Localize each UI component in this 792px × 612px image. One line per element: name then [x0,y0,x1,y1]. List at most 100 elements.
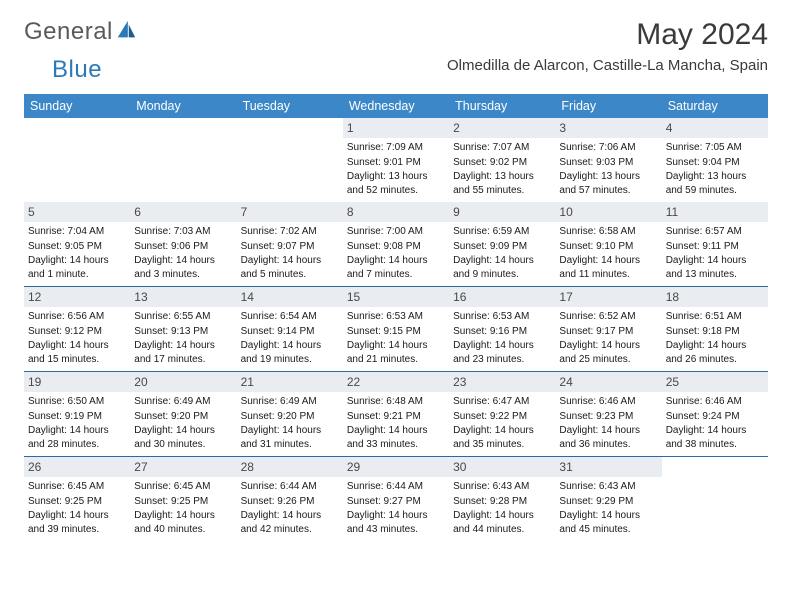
daylight-text: Daylight: 13 hours and 57 minutes. [559,170,657,197]
day-number: 1 [343,118,449,138]
daylight-text: Daylight: 14 hours and 25 minutes. [559,339,657,366]
sunrise-text: Sunrise: 6:43 AM [559,480,657,494]
sunrise-text: Sunrise: 6:47 AM [453,395,551,409]
daylight-text: Daylight: 14 hours and 7 minutes. [347,254,445,281]
daylight-text: Daylight: 14 hours and 13 minutes. [666,254,764,281]
day-cell: 21Sunrise: 6:49 AMSunset: 9:20 PMDayligh… [237,372,343,456]
daylight-text: Daylight: 14 hours and 1 minute. [28,254,126,281]
daylight-text: Daylight: 14 hours and 15 minutes. [28,339,126,366]
dow-cell: Friday [555,94,661,118]
sunrise-text: Sunrise: 6:54 AM [241,310,339,324]
daylight-text: Daylight: 14 hours and 35 minutes. [453,424,551,451]
dow-cell: Monday [130,94,236,118]
day-number: 6 [130,202,236,222]
sunset-text: Sunset: 9:02 PM [453,156,551,170]
sunset-text: Sunset: 9:06 PM [134,240,232,254]
day-number: 21 [237,372,343,392]
sunrise-text: Sunrise: 6:51 AM [666,310,764,324]
day-number: 14 [237,287,343,307]
sunrise-text: Sunrise: 6:46 AM [559,395,657,409]
day-cell: 4Sunrise: 7:05 AMSunset: 9:04 PMDaylight… [662,118,768,202]
day-cell: 3Sunrise: 7:06 AMSunset: 9:03 PMDaylight… [555,118,661,202]
sunset-text: Sunset: 9:03 PM [559,156,657,170]
daylight-text: Daylight: 14 hours and 3 minutes. [134,254,232,281]
dow-cell: Wednesday [343,94,449,118]
day-number: 11 [662,202,768,222]
day-number: 23 [449,372,555,392]
sunset-text: Sunset: 9:20 PM [241,410,339,424]
sunrise-text: Sunrise: 6:45 AM [134,480,232,494]
day-cell: 13Sunrise: 6:55 AMSunset: 9:13 PMDayligh… [130,287,236,371]
day-cell: 22Sunrise: 6:48 AMSunset: 9:21 PMDayligh… [343,372,449,456]
daylight-text: Daylight: 14 hours and 28 minutes. [28,424,126,451]
sunset-text: Sunset: 9:14 PM [241,325,339,339]
sunset-text: Sunset: 9:16 PM [453,325,551,339]
day-number: 31 [555,457,661,477]
day-number: 19 [24,372,130,392]
sunrise-text: Sunrise: 7:05 AM [666,141,764,155]
day-cell: 17Sunrise: 6:52 AMSunset: 9:17 PMDayligh… [555,287,661,371]
sunset-text: Sunset: 9:13 PM [134,325,232,339]
sunset-text: Sunset: 9:07 PM [241,240,339,254]
daylight-text: Daylight: 14 hours and 30 minutes. [134,424,232,451]
day-cell: 15Sunrise: 6:53 AMSunset: 9:15 PMDayligh… [343,287,449,371]
sail-icon [115,19,137,41]
week-row: 19Sunrise: 6:50 AMSunset: 9:19 PMDayligh… [24,371,768,456]
sunrise-text: Sunrise: 6:57 AM [666,225,764,239]
sunset-text: Sunset: 9:08 PM [347,240,445,254]
sunrise-text: Sunrise: 6:53 AM [453,310,551,324]
daylight-text: Daylight: 14 hours and 11 minutes. [559,254,657,281]
daylight-text: Daylight: 14 hours and 23 minutes. [453,339,551,366]
empty-cell: . [130,118,236,202]
daylight-text: Daylight: 14 hours and 26 minutes. [666,339,764,366]
day-number: 20 [130,372,236,392]
sunrise-text: Sunrise: 6:58 AM [559,225,657,239]
empty-cell: . [237,118,343,202]
sunrise-text: Sunrise: 6:46 AM [666,395,764,409]
day-cell: 29Sunrise: 6:44 AMSunset: 9:27 PMDayligh… [343,457,449,541]
sunrise-text: Sunrise: 7:07 AM [453,141,551,155]
day-number: 7 [237,202,343,222]
dow-cell: Saturday [662,94,768,118]
sunrise-text: Sunrise: 6:45 AM [28,480,126,494]
sunset-text: Sunset: 9:24 PM [666,410,764,424]
sunrise-text: Sunrise: 6:55 AM [134,310,232,324]
day-cell: 24Sunrise: 6:46 AMSunset: 9:23 PMDayligh… [555,372,661,456]
day-cell: 28Sunrise: 6:44 AMSunset: 9:26 PMDayligh… [237,457,343,541]
daylight-text: Daylight: 14 hours and 9 minutes. [453,254,551,281]
sunset-text: Sunset: 9:25 PM [28,495,126,509]
sunset-text: Sunset: 9:25 PM [134,495,232,509]
sunset-text: Sunset: 9:11 PM [666,240,764,254]
week-row: 5Sunrise: 7:04 AMSunset: 9:05 PMDaylight… [24,202,768,286]
sunrise-text: Sunrise: 6:48 AM [347,395,445,409]
day-number: 26 [24,457,130,477]
brand-logo: General [24,18,137,46]
sunset-text: Sunset: 9:20 PM [134,410,232,424]
sunset-text: Sunset: 9:05 PM [28,240,126,254]
sunset-text: Sunset: 9:09 PM [453,240,551,254]
sunrise-text: Sunrise: 6:53 AM [347,310,445,324]
day-number: 29 [343,457,449,477]
sunrise-text: Sunrise: 7:03 AM [134,225,232,239]
weeks-container: ...1Sunrise: 7:09 AMSunset: 9:01 PMDayli… [24,118,768,541]
week-row: 12Sunrise: 6:56 AMSunset: 9:12 PMDayligh… [24,286,768,371]
day-cell: 1Sunrise: 7:09 AMSunset: 9:01 PMDaylight… [343,118,449,202]
daylight-text: Daylight: 14 hours and 19 minutes. [241,339,339,366]
day-cell: 9Sunrise: 6:59 AMSunset: 9:09 PMDaylight… [449,202,555,286]
daylight-text: Daylight: 14 hours and 17 minutes. [134,339,232,366]
daylight-text: Daylight: 14 hours and 38 minutes. [666,424,764,451]
day-number: 17 [555,287,661,307]
day-number: 24 [555,372,661,392]
daylight-text: Daylight: 14 hours and 21 minutes. [347,339,445,366]
sunset-text: Sunset: 9:12 PM [28,325,126,339]
day-cell: 27Sunrise: 6:45 AMSunset: 9:25 PMDayligh… [130,457,236,541]
daylight-text: Daylight: 14 hours and 33 minutes. [347,424,445,451]
week-row: 26Sunrise: 6:45 AMSunset: 9:25 PMDayligh… [24,456,768,541]
day-cell: 20 Sunrise: 6:49 AMSunset: 9:20 PMDayligh… [130,372,236,456]
empty-cell: . [24,118,130,202]
dow-cell: Thursday [449,94,555,118]
sunrise-text: Sunrise: 6:49 AM [134,395,232,409]
day-cell: 26Sunrise: 6:45 AMSunset: 9:25 PMDayligh… [24,457,130,541]
sunrise-text: Sunrise: 6:56 AM [28,310,126,324]
day-cell: 23Sunrise: 6:47 AMSunset: 9:22 PMDayligh… [449,372,555,456]
